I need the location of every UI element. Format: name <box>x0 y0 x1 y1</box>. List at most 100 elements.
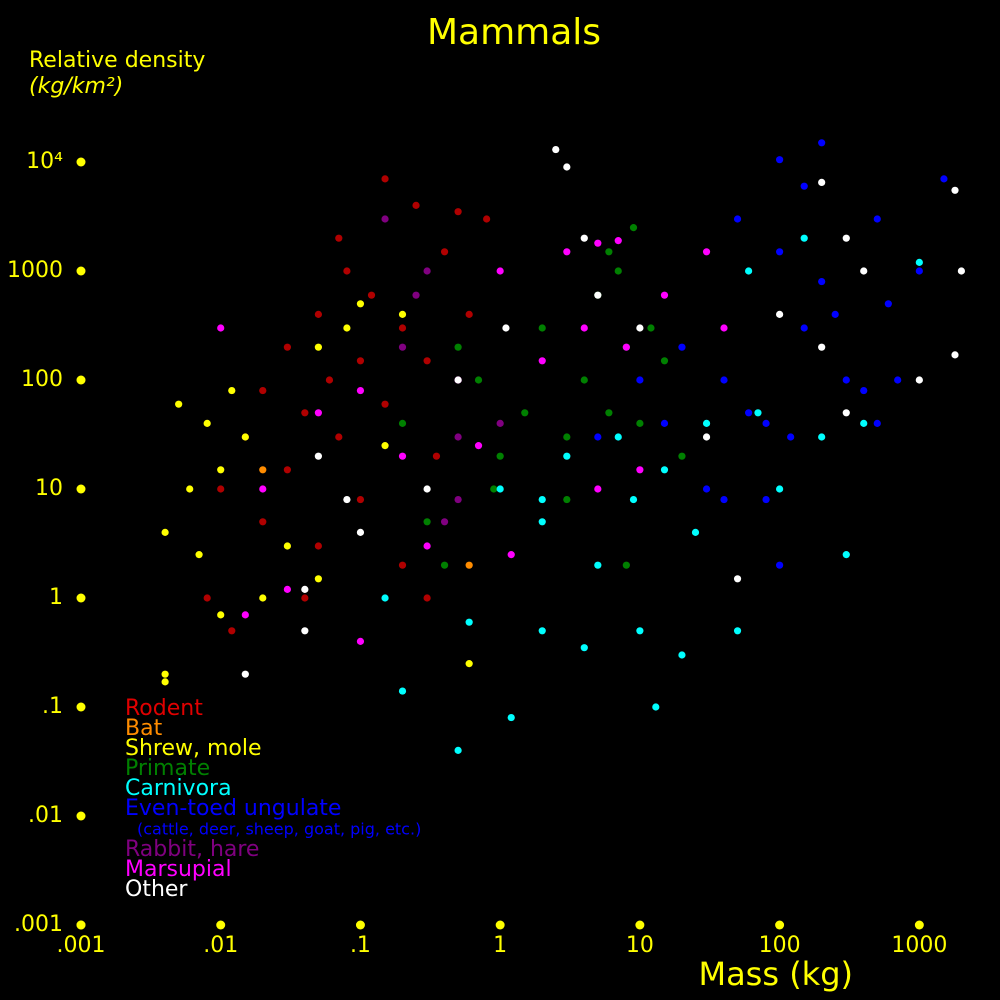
point <box>594 433 602 441</box>
point <box>636 376 644 384</box>
y-tick-label: 1000 <box>7 258 63 283</box>
x-tick <box>216 920 226 930</box>
x-axis-label: Mass (kg) <box>698 955 853 993</box>
point <box>412 201 420 209</box>
point <box>483 215 491 223</box>
point <box>343 324 351 332</box>
legend-note: (cattle, deer, sheep, goat, pig, etc.) <box>137 820 421 839</box>
x-tick <box>495 920 505 930</box>
x-tick-label: .001 <box>57 933 106 958</box>
point <box>873 215 881 223</box>
point <box>720 324 728 332</box>
point <box>787 433 795 441</box>
point <box>465 310 473 318</box>
point <box>563 452 571 460</box>
point <box>538 518 546 526</box>
point <box>614 433 622 441</box>
point <box>195 551 203 559</box>
point <box>454 433 462 441</box>
point <box>580 324 588 332</box>
point <box>283 542 291 550</box>
point <box>440 561 449 569</box>
y-tick-label: 10 <box>35 476 63 501</box>
x-tick <box>775 920 785 930</box>
point <box>161 528 169 536</box>
point <box>720 376 728 384</box>
point <box>186 485 194 493</box>
legend-entry: Primate <box>125 756 210 781</box>
point <box>629 495 638 504</box>
point <box>660 419 669 427</box>
point <box>580 644 588 652</box>
point <box>203 594 211 602</box>
point <box>538 357 546 365</box>
point <box>552 145 560 154</box>
point <box>474 376 483 384</box>
point <box>314 575 322 583</box>
point <box>228 386 236 395</box>
point <box>594 485 602 493</box>
point <box>496 452 504 460</box>
point <box>594 239 602 247</box>
point <box>733 215 742 223</box>
point <box>423 542 431 550</box>
point <box>343 267 351 275</box>
point <box>580 234 588 242</box>
y-tick <box>76 375 86 385</box>
point <box>538 324 546 332</box>
point <box>594 291 602 299</box>
point <box>842 409 850 417</box>
point <box>605 248 613 256</box>
point <box>652 703 660 711</box>
legend-entry: Rabbit, hare <box>125 837 259 862</box>
point <box>818 277 826 286</box>
point <box>367 291 376 299</box>
point <box>356 528 365 536</box>
point <box>440 248 449 256</box>
point <box>381 594 389 602</box>
point <box>217 466 225 474</box>
point <box>423 485 431 493</box>
point <box>423 267 431 275</box>
point <box>283 466 291 474</box>
point <box>538 627 546 635</box>
point <box>335 234 343 242</box>
y-axis-label: Relative density <box>29 48 205 73</box>
point <box>860 267 868 275</box>
point <box>818 178 826 186</box>
point <box>678 343 686 351</box>
point <box>776 248 784 256</box>
point <box>474 442 483 450</box>
legend-entry: Shrew, mole <box>125 736 262 761</box>
point <box>259 594 267 602</box>
point <box>301 594 309 602</box>
point <box>754 409 762 417</box>
legend-entry: Other <box>125 877 188 902</box>
point <box>776 310 784 318</box>
point <box>203 419 211 427</box>
point <box>915 376 923 384</box>
point <box>496 485 504 493</box>
legend-entry: Bat <box>125 716 163 741</box>
point <box>660 357 669 365</box>
point <box>614 267 622 275</box>
point <box>636 466 644 474</box>
point <box>161 670 169 678</box>
point <box>356 495 365 504</box>
point <box>356 357 365 365</box>
point <box>490 485 498 493</box>
y-tick-label: 100 <box>21 367 63 392</box>
y-tick <box>76 811 86 821</box>
point <box>356 637 365 645</box>
point <box>217 611 225 619</box>
point <box>398 324 407 332</box>
y-tick <box>76 157 86 167</box>
point <box>283 585 291 593</box>
point <box>465 660 473 668</box>
x-tick <box>635 920 645 930</box>
point <box>217 485 225 493</box>
point <box>733 627 742 635</box>
point <box>325 376 334 384</box>
point <box>301 585 309 593</box>
